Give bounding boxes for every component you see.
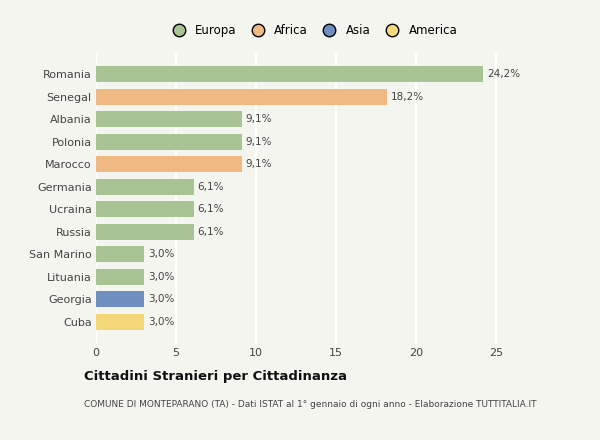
Text: 3,0%: 3,0% xyxy=(148,272,175,282)
Text: 3,0%: 3,0% xyxy=(148,249,175,259)
Text: 6,1%: 6,1% xyxy=(197,227,224,237)
Bar xyxy=(96,314,144,330)
Legend: Europa, Africa, Asia, America: Europa, Africa, Asia, America xyxy=(167,24,457,37)
Bar xyxy=(96,269,144,285)
Text: 9,1%: 9,1% xyxy=(245,114,272,124)
Text: Cittadini Stranieri per Cittadinanza: Cittadini Stranieri per Cittadinanza xyxy=(84,370,347,383)
Bar xyxy=(96,111,242,127)
Bar xyxy=(96,201,194,217)
Bar xyxy=(96,179,194,195)
Bar xyxy=(96,88,387,105)
Text: COMUNE DI MONTEPARANO (TA) - Dati ISTAT al 1° gennaio di ogni anno - Elaborazion: COMUNE DI MONTEPARANO (TA) - Dati ISTAT … xyxy=(84,400,536,409)
Bar xyxy=(96,224,194,240)
Bar xyxy=(96,66,483,82)
Text: 6,1%: 6,1% xyxy=(197,204,224,214)
Text: 3,0%: 3,0% xyxy=(148,294,175,304)
Bar xyxy=(96,246,144,262)
Text: 6,1%: 6,1% xyxy=(197,182,224,192)
Text: 9,1%: 9,1% xyxy=(245,159,272,169)
Bar xyxy=(96,291,144,308)
Text: 9,1%: 9,1% xyxy=(245,137,272,147)
Text: 18,2%: 18,2% xyxy=(391,92,424,102)
Text: 24,2%: 24,2% xyxy=(487,69,520,79)
Bar xyxy=(96,156,242,172)
Text: 3,0%: 3,0% xyxy=(148,317,175,327)
Bar xyxy=(96,134,242,150)
